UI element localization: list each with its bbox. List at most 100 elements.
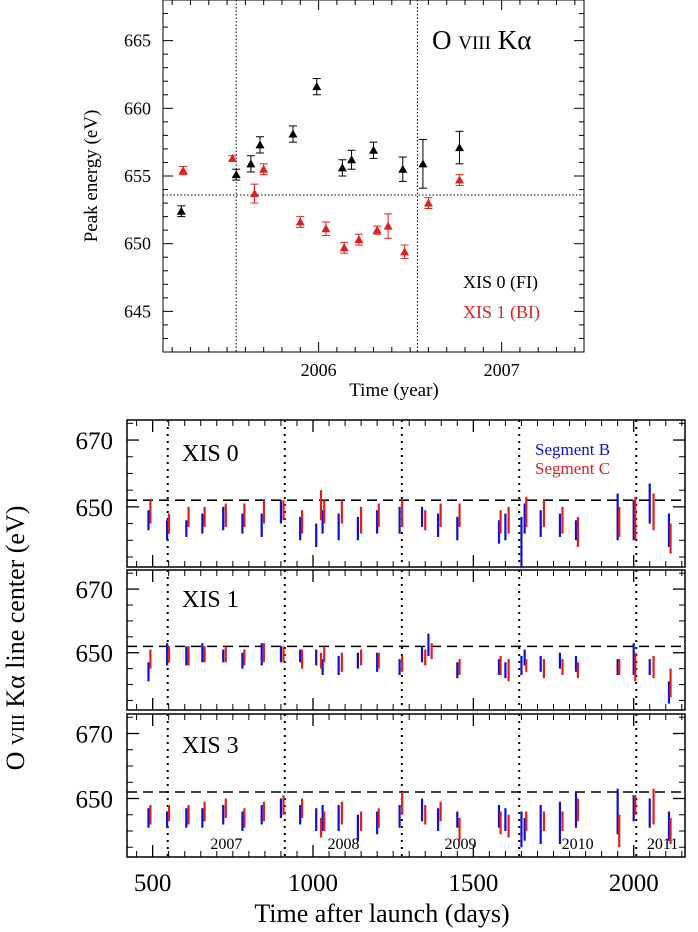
top-point-xis1-8 [372,225,382,235]
panel-frame-xis3 [126,713,686,858]
top-marker-triangle [423,198,433,207]
top-point-xis1-4 [295,216,305,228]
top-point-xis1-5 [321,221,331,237]
bottom-ytick-label: 670 [76,577,114,604]
bottom-y-axis-label: O VIII Kα line center (eV) [1,506,30,771]
top-marker-triangle [295,217,305,226]
top-xtick-label: 2006 [301,360,337,380]
top-ytick-label: 650 [124,234,151,254]
top-y-axis-label: Peak energy (eV) [81,110,102,243]
top-legend-xis1: XIS 1 (BI) [463,302,540,323]
legend-segment-b: Segment B [535,440,610,459]
bottom-ytick-label: 670 [76,428,114,455]
top-ytick-label: 645 [124,301,151,321]
top-point-xis0-9 [398,156,408,182]
top-marker-triangle [255,140,265,149]
top-marker-triangle [178,166,188,175]
top-ytick-label: 665 [124,31,151,51]
top-ytick-label: 660 [124,98,151,118]
bottom-ytick-label: 650 [76,787,114,814]
top-marker-triangle [372,225,382,234]
top-marker-triangle [418,159,428,168]
top-marker-triangle [231,170,241,179]
top-point-xis0-10 [418,138,428,189]
top-marker-triangle [312,82,322,91]
top-ytick-label: 655 [124,166,151,186]
top-marker-triangle [337,163,347,172]
bottom-xtick-label: 1000 [288,870,338,897]
top-point-xis1-2 [250,183,260,204]
top-point-xis1-7 [354,233,364,246]
top-point-xis0-5 [312,78,322,96]
year-label: 2010 [562,836,594,853]
year-label: 2009 [445,836,477,853]
top-marker-triangle [228,153,238,162]
bottom-ytick-label: 650 [76,495,114,522]
top-axis-ticks: 645 650 655 660 665 2006 2007 [124,0,584,380]
top-point-xis1-3 [259,163,269,176]
top-marker-triangle [259,164,269,173]
top-point-xis0-11 [455,130,465,165]
top-chart: 645 650 655 660 665 2006 2007 O VIII Kα XIS 0 … [81,0,585,401]
bottom-y-axis-label-main: O [1,745,30,770]
panel-frame-xis1 [126,569,686,711]
top-point-xis0-3 [255,136,265,154]
top-point-xis0-0 [176,205,186,218]
year-label: 2008 [327,836,359,853]
bottom-xtick-label: 500 [134,870,172,897]
top-point-xis0-2 [246,155,256,173]
top-annotation-line: Kα [491,25,531,55]
bottom-xtick-label: 2000 [609,870,659,897]
top-marker-triangle [369,145,378,154]
top-marker-triangle [176,206,186,215]
bottom-y-axis-label-rest: Kα line center (eV) [1,506,30,715]
top-annotation-ion: VIII [458,33,491,54]
top-data-points [176,78,465,260]
top-marker-triangle [383,221,393,230]
top-point-xis1-11 [423,197,433,209]
top-point-xis0-1 [231,168,241,181]
top-point-xis1-10 [400,244,410,260]
top-point-xis0-6 [337,159,347,177]
panel-label-xis1: XIS 1 [182,587,239,613]
top-annotation: O VIII Kα [432,25,531,55]
top-point-xis0-7 [347,149,357,170]
top-marker-triangle [455,143,465,152]
top-marker-triangle [455,175,465,184]
top-marker-triangle [246,159,256,168]
top-annotation-main: O [432,25,458,55]
top-marker-triangle [321,224,331,233]
bottom-guide-lines [127,420,685,857]
bottom-chart: 650 670 650 670 650 670 500 1000 1500 2000 2007 200… [1,419,686,928]
bottom-xtick-label: 1500 [448,870,498,897]
top-point-xis0-8 [369,141,378,159]
top-marker-triangle [250,189,260,198]
top-point-xis1-1 [228,153,238,162]
top-legend-xis0: XIS 0 (FI) [463,272,538,293]
top-point-xis0-4 [288,125,298,143]
top-point-xis1-6 [339,241,349,254]
top-marker-triangle [398,164,408,173]
panel-label-xis3: XIS 3 [182,733,239,759]
top-point-xis1-12 [455,174,465,186]
top-point-xis1-9 [383,213,393,239]
bottom-y-axis-label-ion: VIII [8,714,28,745]
top-x-axis-label: Time (year) [349,380,439,401]
bottom-ytick-label: 670 [76,722,114,749]
top-marker-triangle [339,243,349,252]
year-label: 2007 [210,836,242,853]
top-marker-triangle [288,129,298,138]
legend-segment-c: Segment C [535,459,610,478]
bottom-ytick-label: 650 [76,641,114,668]
panel-frame-xis0 [126,419,686,568]
top-xtick-label: 2007 [484,360,520,380]
year-label: 2011 [647,836,678,853]
bottom-axis-ticks: 650 670 650 670 650 670 500 1000 1500 2000 2007 200… [76,420,685,897]
bottom-x-axis-label: Time after launch (days) [254,899,509,928]
top-marker-triangle [347,155,357,164]
bottom-data-bars [147,483,672,848]
top-point-xis1-0 [178,166,188,176]
panel-label-xis0: XIS 0 [182,441,239,467]
top-marker-triangle [354,235,364,244]
